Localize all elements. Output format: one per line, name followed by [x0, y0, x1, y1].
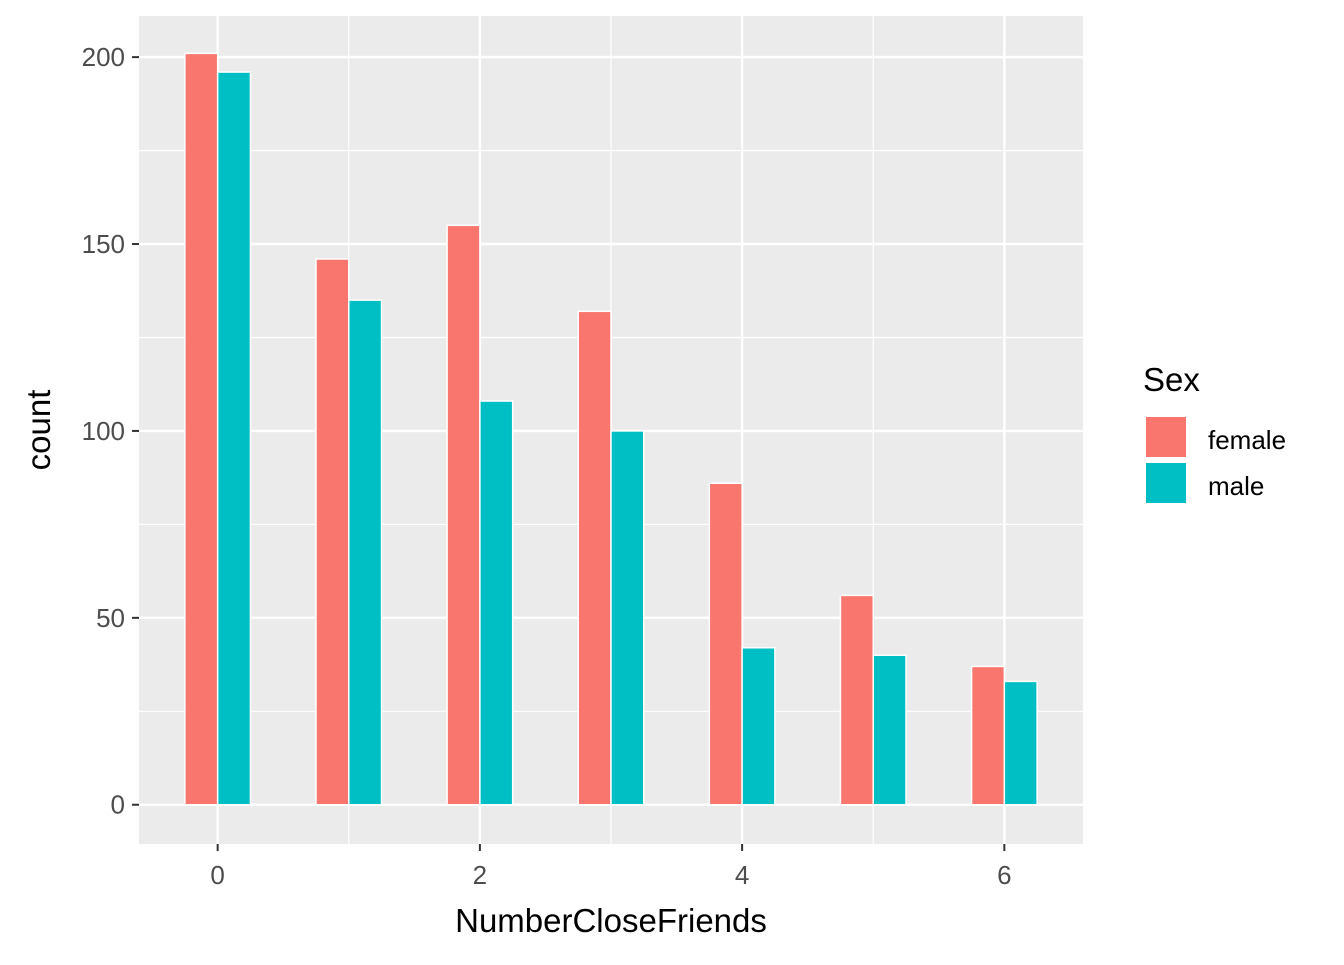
y-axis-title: count	[20, 390, 57, 471]
y-tick-label: 150	[82, 229, 125, 259]
x-axis: 0 2 4 6	[210, 844, 1012, 890]
bar-female-6	[970, 665, 1006, 806]
x-tick-label: 0	[210, 860, 224, 890]
bar-male-1	[348, 299, 383, 806]
x-tick-label: 4	[735, 860, 749, 890]
legend-key-male	[1144, 461, 1188, 505]
bar-female-1	[315, 258, 350, 806]
legend-item-male: male	[1144, 461, 1264, 505]
y-tick-label: 50	[96, 603, 125, 633]
y-tick-label: 0	[111, 790, 125, 820]
x-axis-title: NumberCloseFriends	[455, 902, 767, 939]
x-tick-label: 6	[997, 860, 1011, 890]
bar-male-0	[216, 71, 252, 806]
bar-male-2	[479, 400, 514, 806]
legend-key-female	[1144, 415, 1188, 459]
bar-female-0	[184, 52, 219, 806]
bar-female-4	[708, 482, 743, 806]
bar-female-5	[839, 594, 874, 806]
legend-label-female: female	[1208, 425, 1286, 455]
bar-male-5	[872, 654, 907, 806]
bars-group	[184, 52, 1038, 806]
bar-male-6	[1003, 680, 1038, 806]
x-tick-label: 2	[473, 860, 487, 890]
y-tick-label: 100	[82, 416, 125, 446]
legend-item-female: female	[1144, 415, 1286, 459]
y-axis: 0 50 100 150 200	[82, 42, 139, 820]
bar-female-3	[577, 310, 612, 806]
legend-label-male: male	[1208, 471, 1264, 501]
legend: Sex female male	[1143, 361, 1286, 505]
legend-title: Sex	[1143, 361, 1200, 398]
bar-female-2	[446, 224, 481, 806]
bar-male-4	[741, 646, 776, 806]
bar-male-3	[610, 430, 645, 806]
y-tick-label: 200	[82, 42, 125, 72]
